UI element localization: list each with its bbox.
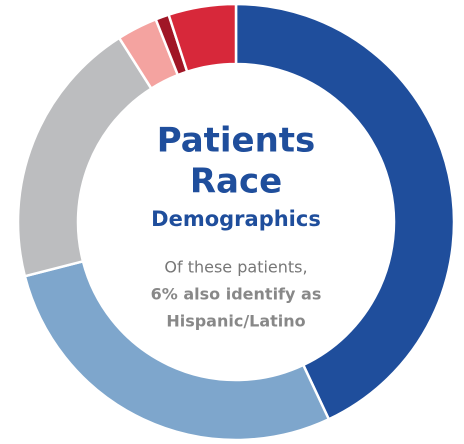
title-line: Patients (157, 121, 316, 161)
slice (23, 259, 331, 442)
annotation-line: Of these patients, (164, 258, 307, 277)
subtitle: Demographics (151, 207, 321, 231)
slice (16, 36, 154, 278)
title-line: Race (190, 162, 282, 202)
donut (16, 2, 456, 442)
slice (234, 2, 456, 421)
annotation-line: Hispanic/Latino (166, 312, 305, 331)
annotation-line: 6% also identify as (151, 285, 322, 304)
slice (167, 2, 238, 74)
